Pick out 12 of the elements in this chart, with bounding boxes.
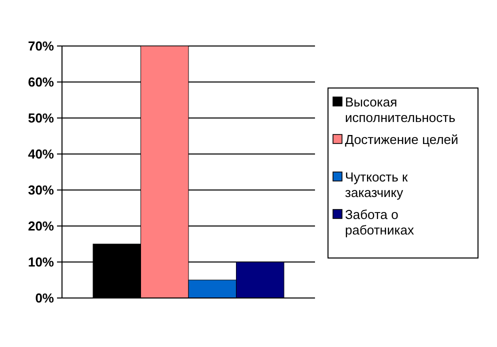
- y-tick-label: 30%: [28, 182, 54, 198]
- legend-label: Высокая исполнительность: [345, 94, 456, 126]
- y-tick-label: 60%: [28, 74, 54, 90]
- legend-label: Достижение целей: [345, 132, 458, 148]
- y-tick-label: 10%: [28, 254, 54, 270]
- legend-label: Забота о работниках: [345, 207, 414, 238]
- y-tick-label: 40%: [28, 146, 54, 162]
- y-tick-label: 70%: [28, 38, 54, 54]
- y-tick-label: 20%: [28, 218, 54, 234]
- y-tick-label: 50%: [28, 110, 54, 126]
- legend-label: Чуткость к заказчику: [345, 170, 408, 200]
- y-tick-label: 0%: [35, 290, 54, 306]
